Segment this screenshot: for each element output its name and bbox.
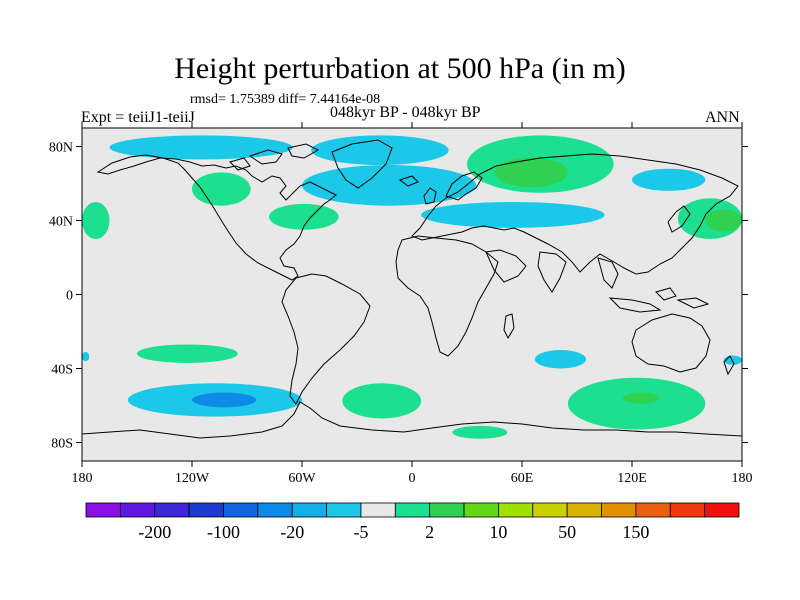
colorbar-swatch (429, 502, 465, 518)
coastline-arctic-islands (229, 143, 320, 171)
x-tick-label: 60E (511, 471, 534, 486)
colorbar: -200 -100 -20 -5 2 10 50 150 (85, 502, 740, 542)
region-south-indian-positive (567, 377, 706, 430)
region-south-indian-core-positive (622, 392, 660, 404)
coastline-india (537, 251, 567, 293)
region-eurasia-negative (421, 202, 605, 228)
region-north-russia-core-positive (494, 157, 568, 188)
y-tick-label: 40N (49, 215, 73, 230)
x-tick-label: 0 (409, 471, 416, 486)
region-indian-ocean-negative (534, 350, 587, 369)
colorbar-label: 10 (489, 522, 507, 542)
colorbar-swatch (257, 502, 293, 518)
colorbar-label: 150 (622, 522, 649, 542)
plot-title: Height perturbation at 500 hPa (in m) (174, 52, 626, 85)
region-arctic-canada-negative (311, 135, 449, 165)
statistics-label: rmsd= 1.75389 diff= 7.44164e-08 (190, 92, 381, 107)
coastline-africa (395, 235, 499, 357)
coastline-australia (631, 313, 711, 373)
coastline-arabia (485, 249, 527, 283)
x-tick-label: 120E (617, 471, 647, 486)
colorbar-swatch (360, 502, 396, 518)
colorbar-label: -5 (353, 522, 368, 542)
coastline-scandinavia (445, 171, 483, 201)
region-south-atlantic-positive (342, 383, 422, 419)
x-tick-label: 180 (732, 471, 753, 486)
colorbar-swatch (326, 502, 362, 518)
region-south-pacific-positive (137, 344, 238, 363)
colorbar-swatch (85, 502, 121, 518)
colorbar-swatch (223, 502, 259, 518)
y-tick-label: 0 (66, 289, 73, 304)
region-antarctic-coast-positive (452, 425, 508, 439)
coastline-eurasia (411, 153, 739, 275)
anomaly-regions (82, 135, 742, 439)
coastline-greenland (331, 139, 393, 189)
colorbar-swatch (154, 502, 190, 518)
region-north-pacific-negative (109, 135, 293, 160)
experiment-label: Expt = teiiJ1-teiiJ (81, 109, 195, 126)
colorbar-label: -200 (138, 522, 171, 542)
colorbar-swatch (463, 502, 499, 518)
colorbar-label: -100 (207, 522, 240, 542)
y-tick-label: 80S (51, 437, 73, 452)
axis-ticks: 180 120W 60W 0 60E 120E 180 80N 40N 0 40S 80S (49, 122, 753, 486)
coastline-north-america (96, 154, 337, 281)
region-dateline-east-positive (82, 202, 110, 239)
coastlines (82, 139, 742, 439)
coastline-new-zealand (723, 355, 735, 376)
colorbar-label: 50 (558, 522, 576, 542)
season-label: ANN (705, 109, 740, 126)
coastline-japan (667, 205, 691, 233)
x-tick-label: 180 (72, 471, 93, 486)
colorbar-swatch (291, 502, 327, 518)
colorbar-label: 2 (425, 522, 434, 542)
region-dateline-west-core-positive (705, 209, 742, 232)
x-tick-label: 60W (288, 471, 316, 486)
coastline-south-america (281, 273, 371, 405)
colorbar-swatch (119, 502, 156, 518)
region-north-atlantic-negative (302, 165, 477, 206)
region-south-dateline-negative (82, 351, 90, 362)
y-tick-label: 40S (51, 363, 73, 378)
region-east-siberia-negative (632, 168, 706, 191)
region-west-atlantic-positive (269, 203, 339, 230)
colorbar-swatch (566, 502, 602, 518)
y-tick-label: 80N (49, 141, 73, 156)
colorbar-swatch (188, 502, 224, 518)
colorbar-swatch (635, 502, 671, 518)
region-south-pacific-core-negative (192, 392, 257, 408)
colorbar-swatch (532, 502, 568, 518)
period-label: 048kyr BP - 048kyr BP (330, 104, 481, 121)
x-tick-label: 120W (175, 471, 210, 486)
colorbar-swatch (601, 502, 637, 518)
colorbar-swatch (394, 502, 431, 518)
coastline-british-isles (398, 175, 437, 205)
coastline-se-asia (597, 257, 710, 313)
colorbar-label: -20 (280, 522, 304, 542)
coastline-antarctica (82, 401, 742, 439)
colorbar-swatch (704, 502, 740, 518)
colorbar-swatch (669, 502, 706, 518)
coastline-madagascar (503, 313, 515, 340)
colorbar-swatch (498, 502, 534, 518)
